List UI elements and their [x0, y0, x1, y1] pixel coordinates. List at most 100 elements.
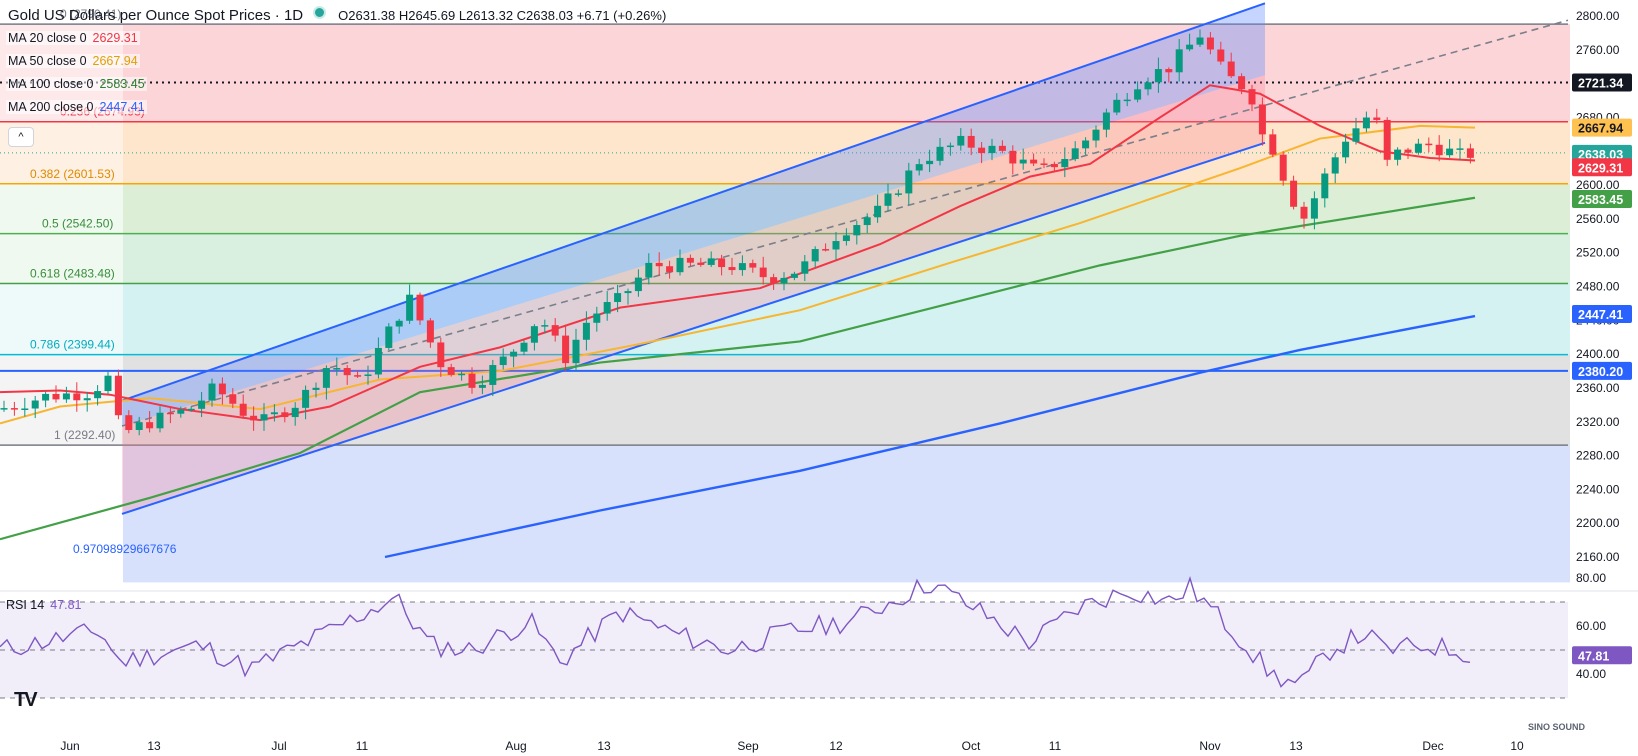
candle [572, 328, 580, 372]
candle-body [312, 387, 320, 390]
candle-body [634, 277, 642, 292]
fib-label: 0.786 (2399.44) [30, 338, 115, 352]
badge-ma100: 2583.45 [1572, 190, 1632, 209]
candle [1186, 33, 1194, 52]
candle [94, 385, 102, 406]
candle [104, 371, 112, 395]
candle-body [1342, 141, 1350, 158]
candle-body [645, 262, 653, 278]
candle-body [988, 145, 996, 154]
candle [884, 183, 892, 212]
candle [489, 359, 497, 397]
candle-body [1154, 69, 1162, 83]
candle-body [1310, 198, 1318, 219]
candle-body [1446, 148, 1454, 156]
fib-label: 0.618 (2483.48) [30, 267, 115, 281]
candle [1092, 125, 1100, 148]
candle [978, 142, 986, 164]
candle-body [1394, 149, 1402, 160]
symbol-title[interactable]: Gold US Dollars per Ounce Spot Prices · … [8, 7, 304, 24]
candle [1061, 147, 1069, 178]
time-tick-label: 11 [356, 739, 369, 753]
ma-legend-20[interactable]: MA 20 close 0 2629.31 [6, 31, 140, 45]
candle-body [354, 375, 362, 377]
collapse-legend-button[interactable]: ^ [8, 127, 34, 147]
candle [1331, 153, 1339, 184]
price-axis[interactable]: 2160.00 2200.00 2240.00 2280.00 2320.00 2360.… [1576, 9, 1620, 681]
candle [957, 128, 965, 151]
candle [1154, 57, 1162, 93]
candle-body [780, 277, 788, 284]
candle [1123, 92, 1131, 107]
candle-body [718, 258, 726, 268]
badge-resistance: 2721.34 [1572, 73, 1632, 92]
candle [790, 271, 798, 281]
candle-body [1331, 157, 1339, 174]
candle-body [1009, 150, 1017, 164]
candle [177, 406, 185, 418]
candle-body [1362, 117, 1370, 129]
price-tick-label: 2240.00 [1576, 482, 1620, 496]
ma-legend-label: MA 200 close 0 [8, 100, 94, 114]
candle [894, 189, 902, 197]
candle-body [1269, 134, 1277, 155]
badge-text: 2447.41 [1578, 308, 1623, 322]
time-tick-label: Jul [271, 739, 286, 753]
fib-label: 1 (2292.40) [54, 428, 115, 442]
time-tick-label: Dec [1422, 739, 1443, 753]
badge-text: 2629.31 [1578, 161, 1623, 175]
candle [52, 385, 60, 403]
candle-body [1217, 49, 1225, 62]
candle-body [1050, 163, 1058, 168]
candle [447, 363, 455, 377]
candle-body [822, 249, 830, 251]
candle [406, 284, 414, 324]
candle [1269, 129, 1277, 158]
candle-body [114, 375, 122, 416]
price-tick-label: 2760.00 [1576, 43, 1620, 57]
candle-body [447, 367, 455, 375]
ma-legend-200[interactable]: MA 200 close 0 2447.41 [6, 100, 147, 114]
candle-body [874, 205, 882, 218]
candle-body [884, 193, 892, 206]
candle [135, 416, 143, 436]
candle-body [863, 217, 871, 226]
candle-body [1238, 76, 1246, 90]
ma50-line [0, 124, 1476, 425]
candle [863, 213, 871, 234]
candle [208, 378, 216, 407]
ma-legend-label: MA 50 close 0 [8, 54, 87, 68]
candle [1030, 153, 1038, 167]
candle [291, 402, 299, 426]
candle [988, 138, 996, 161]
candle-body [697, 262, 705, 265]
ma-legend-100[interactable]: MA 100 close 0 2583.45 [6, 77, 147, 91]
candle-body [374, 347, 382, 375]
candle [229, 388, 237, 409]
time-axis[interactable]: Jun 13 Jul 11 Aug 13 Sep 12 Oct 11 Nov 13 Dec 10 [60, 739, 1524, 753]
candle-body [582, 322, 590, 340]
channel-median-line [121, 19, 1569, 427]
candle-body [978, 147, 986, 154]
candle [458, 371, 466, 381]
candle [624, 288, 632, 305]
badge-ma50: 2667.94 [1572, 118, 1632, 137]
candle-body [1092, 129, 1100, 141]
time-tick-label: 12 [829, 739, 843, 753]
candle [1050, 161, 1058, 173]
chart-title: Gold US Dollars per Ounce Spot Prices · … [8, 6, 666, 24]
ma-legend-value: 2447.41 [99, 100, 145, 114]
candle-body [52, 393, 60, 400]
badge-ma200: 2447.41 [1572, 305, 1632, 324]
time-tick-label: 13 [147, 739, 161, 753]
badge-text: 2380.20 [1578, 365, 1623, 379]
ma-legend-50[interactable]: MA 50 close 0 2667.94 [6, 54, 140, 68]
candle-body [1113, 99, 1121, 113]
ma200-line [384, 314, 1476, 559]
rsi-legend[interactable]: RSI 14 47.81 [6, 598, 82, 612]
candle-body [1373, 117, 1381, 120]
candle [10, 401, 18, 416]
candle [385, 323, 393, 351]
candle [822, 243, 830, 252]
